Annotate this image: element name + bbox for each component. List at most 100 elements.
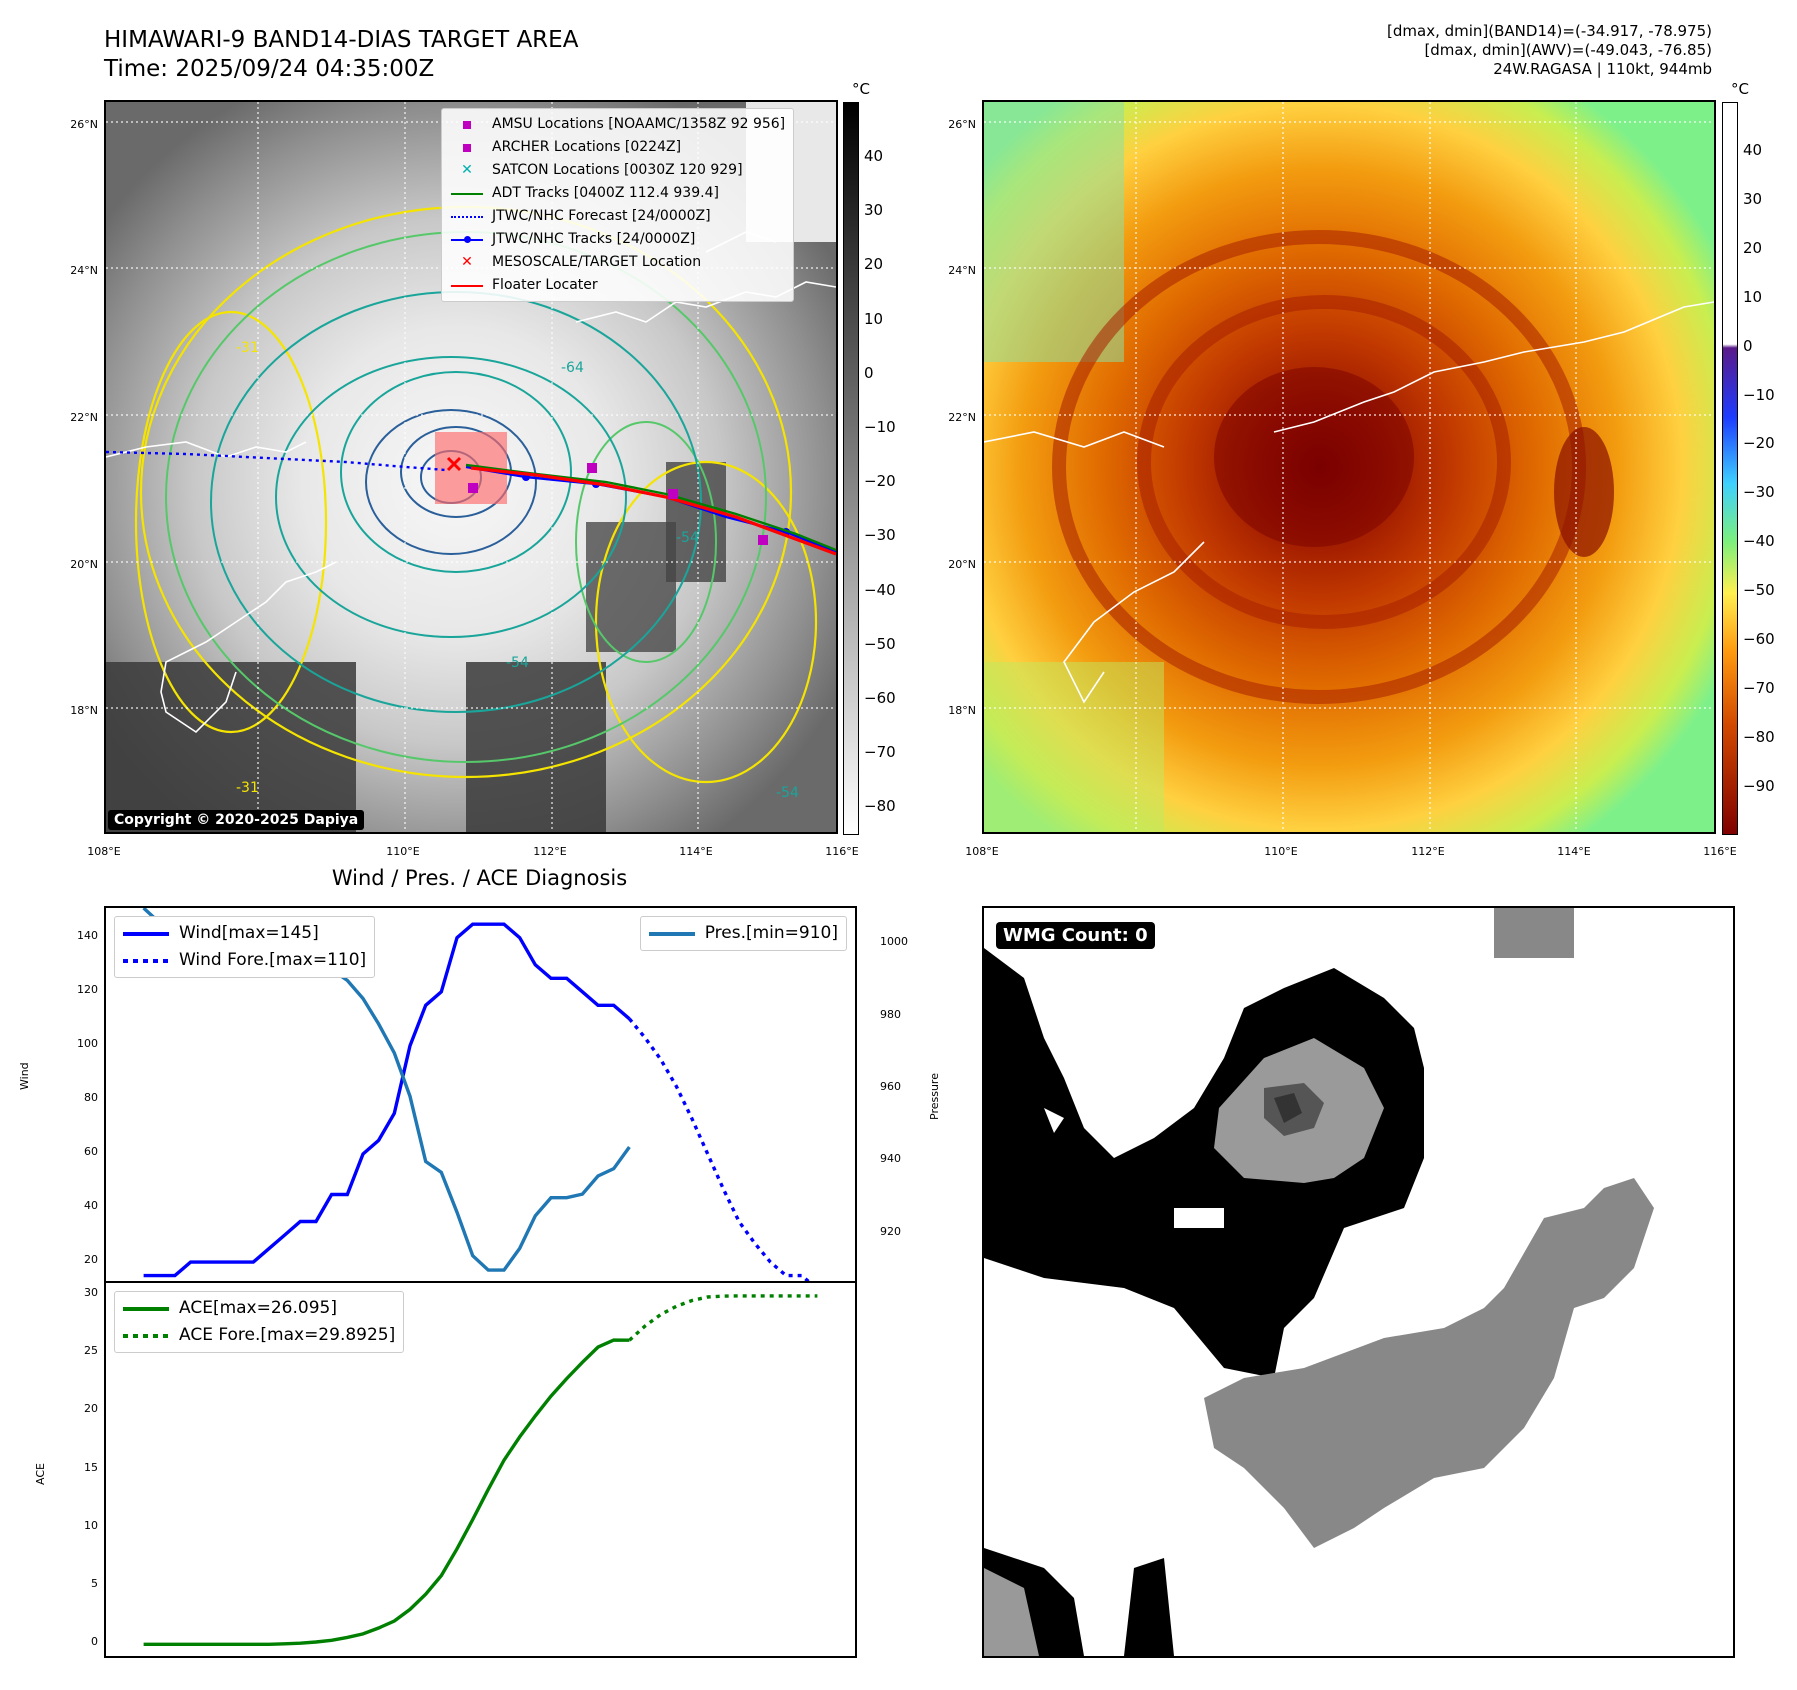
legend-label: AMSU Locations [NOAAMC/1358Z 92 956] (492, 116, 786, 132)
ace-forecast-line (628, 1294, 818, 1342)
legend-swatch (450, 284, 484, 287)
lat-label: 22°N (948, 411, 976, 424)
wmg-count-badge: WMG Count: 0 (996, 922, 1155, 949)
ace-ylabel: ACE (34, 1463, 47, 1485)
wind-tick-label: 140 (77, 928, 98, 942)
legend-swatch: ✕ (461, 254, 473, 270)
ir-map-panel: -31 -31 -64 -54 -54 -54 AMSU Locations [… (104, 100, 838, 834)
color-colorbar-tick: −70 (1743, 678, 1775, 697)
wind-pressure-panel: Wind[max=145] Wind Fore.[max=110] Pres.[… (104, 906, 857, 1283)
color-map-canvas (984, 102, 1714, 832)
lat-label: 18°N (948, 704, 976, 717)
ace-tick-label: 30 (84, 1285, 98, 1299)
ir-colorbar-tick: −20 (864, 472, 896, 491)
ace-tick-label: 20 (84, 1402, 98, 1416)
amsu-archer-markers (468, 463, 768, 545)
legend-item: ARCHER Locations [0224Z] (450, 136, 785, 159)
color-colorbar-tick: −60 (1743, 630, 1775, 648)
legend-item: JTWC/NHC Tracks [24/0000Z] (450, 228, 785, 251)
legend-item: ✕ SATCON Locations [0030Z 120 929] (450, 159, 785, 182)
legend-wind-fore: Wind Fore.[max=110] (179, 950, 367, 970)
legend-swatch (450, 192, 484, 195)
legend-item: ✕ MESOSCALE/TARGET Location (450, 251, 785, 274)
ace-tick-label: 25 (84, 1343, 98, 1357)
wind-legend: Wind[max=145] Wind Fore.[max=110] (114, 916, 376, 978)
legend-swatch (450, 143, 484, 152)
ir-colorbar-tick: −10 (864, 418, 896, 436)
ace-tick-label: 0 (91, 1635, 98, 1649)
ace-panel: ACE[max=26.095] ACE Fore.[max=29.8925] (104, 1281, 857, 1658)
title-line-2: Time: 2025/09/24 04:35:00Z (104, 56, 435, 82)
map-axis-labels: 26°N 24°N 22°N 20°N 18°N 108°E 110°E 112°E 114°E… (70, 118, 1737, 858)
ir-colorbar-tick: −30 (864, 526, 896, 545)
wind-ylabel: Wind (18, 1062, 31, 1090)
legend-label: JTWC/NHC Tracks [24/0000Z] (492, 231, 696, 247)
wind-tick-label: 100 (77, 1036, 98, 1050)
legend-label: ARCHER Locations [0224Z] (492, 139, 682, 155)
color-colorbar-tick: 20 (1743, 238, 1763, 257)
lon-label: 110°E (1264, 845, 1297, 858)
color-colorbar (1722, 102, 1738, 835)
ir-colorbar-tick: 20 (864, 255, 884, 274)
lat-label: 20°N (948, 558, 976, 571)
ir-colorbar-unit: °C (852, 80, 870, 98)
legend-ace-fore: ACE Fore.[max=29.8925] (179, 1325, 396, 1345)
info-line-1: [dmax, dmin](BAND14)=(-34.917, -78.975) (1387, 22, 1712, 40)
ir-colorbar-tick: −40 (864, 580, 896, 599)
ir-colorbar-tick: 30 (864, 201, 884, 220)
legend-swatch (450, 215, 484, 218)
color-colorbar-tick: 30 (1743, 189, 1763, 208)
lon-label: 114°E (1557, 845, 1590, 858)
color-colorbar-tick: 10 (1743, 287, 1763, 306)
floater-locater-line (470, 466, 836, 556)
ir-colorbar-tick: −70 (864, 743, 896, 762)
color-colorbar-unit: °C (1731, 80, 1749, 98)
ace-tick-label: 15 (84, 1460, 98, 1474)
ir-colorbar (843, 102, 859, 835)
ir-colorbar-tick: 0 (864, 363, 874, 382)
ace-legend: ACE[max=26.095] ACE Fore.[max=29.8925] (114, 1291, 405, 1353)
contour-label-6: -54 (776, 785, 799, 801)
wmg-panel: WMG Count: 0 (982, 906, 1735, 1658)
color-colorbar-tick: −30 (1743, 483, 1775, 502)
wmg-canvas (984, 908, 1654, 1656)
lon-label: 114°E (679, 845, 712, 858)
lat-label: 22°N (70, 411, 98, 424)
lon-label: 116°E (1703, 845, 1736, 858)
lon-label: 116°E (825, 845, 858, 858)
wind-tick-label: 60 (84, 1144, 98, 1158)
color-colorbar-tick: −20 (1743, 434, 1775, 453)
legend-swatch (450, 236, 484, 243)
legend-swatch: ✕ (461, 162, 473, 178)
color-colorbar-tick: −10 (1743, 385, 1775, 404)
lon-label: 112°E (533, 845, 566, 858)
title-line-1: HIMAWARI-9 BAND14-DIAS TARGET AREA (104, 27, 579, 53)
ace-canvas (143, 1294, 818, 1646)
legend-label: SATCON Locations [0030Z 120 929] (492, 162, 743, 178)
lat-label: 18°N (70, 704, 98, 717)
legend-label: ADT Tracks [0400Z 112.4 939.4] (492, 185, 719, 201)
lat-label: 24°N (70, 264, 98, 277)
legend-label: JTWC/NHC Forecast [24/0000Z] (492, 208, 711, 224)
contour-label-2: -64 (561, 360, 584, 376)
lon-label: 108°E (965, 845, 998, 858)
legend-swatch (450, 120, 484, 129)
legend-wind: Wind[max=145] (179, 923, 319, 943)
figure-title: HIMAWARI-9 BAND14-DIAS TARGET AREA Time:… (104, 26, 578, 84)
lat-label: 24°N (948, 264, 976, 277)
pressure-tick-label: 940 (880, 1152, 901, 1166)
legend-label: MESOSCALE/TARGET Location (492, 254, 702, 270)
info-line-3: 24W.RAGASA | 110kt, 944mb (1493, 60, 1712, 78)
ir-colorbar-tick: −80 (864, 797, 896, 816)
info-line-2: [dmax, dmin](AWV)=(-49.043, -76.85) (1424, 41, 1712, 59)
pressure-tick-label: 980 (880, 1007, 901, 1021)
legend-item: ADT Tracks [0400Z 112.4 939.4] (450, 182, 785, 205)
wind-tick-label: 120 (77, 982, 98, 996)
ir-colorbar-tick: −60 (864, 689, 896, 707)
diagnosis-title: Wind / Pres. / ACE Diagnosis (331, 866, 628, 890)
wind-tick-label: 80 (84, 1090, 98, 1104)
color-colorbar-tick: −90 (1743, 776, 1775, 795)
legend-pres: Pres.[min=910] (704, 923, 838, 943)
ir-colorbar-tick: −50 (864, 634, 896, 653)
color-colorbar-tick: 0 (1743, 336, 1753, 355)
